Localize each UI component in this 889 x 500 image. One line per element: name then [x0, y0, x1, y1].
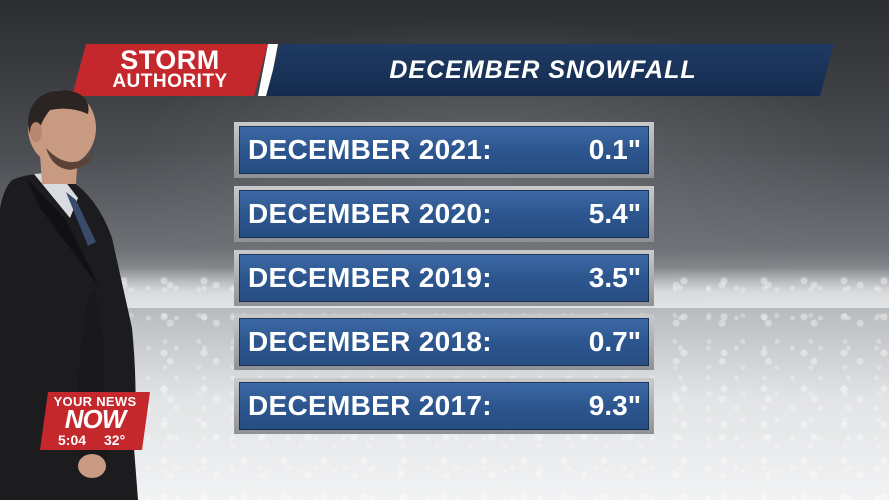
row-panel: DECEMBER 2019: 3.5" [239, 254, 649, 302]
necktie [66, 192, 96, 246]
ear [30, 122, 42, 142]
brand-line-authority: AUTHORITY [112, 71, 228, 92]
snowfall-list: DECEMBER 2021: 0.1" DECEMBER 2020: 5.4" … [234, 122, 654, 442]
row-label: DECEMBER 2018: [248, 326, 492, 357]
hair [28, 90, 89, 140]
snowfall-row-2021: DECEMBER 2021: 0.1" [234, 122, 654, 178]
logo-your-news: YOUR NEWS [53, 394, 137, 409]
title-bar: DECEMBER SNOWFALL [266, 44, 834, 96]
row-panel: DECEMBER 2018: 0.7" [239, 318, 649, 366]
header-banner: STORM AUTHORITY DECEMBER SNOWFALL [72, 44, 834, 96]
page-title: DECEMBER SNOWFALL [389, 56, 697, 84]
row-panel: DECEMBER 2017: 9.3" [239, 382, 649, 430]
row-value: 5.4" [588, 198, 641, 229]
hand [78, 454, 106, 478]
row-panel: DECEMBER 2020: 5.4" [239, 190, 649, 238]
snowfall-row-2019: DECEMBER 2019: 3.5" [234, 250, 654, 306]
row-value: 3.5" [588, 262, 641, 293]
clock-time: 5:04 [58, 432, 87, 448]
row-value: 0.7" [588, 326, 641, 357]
storm-authority-logo: STORM AUTHORITY [72, 44, 268, 96]
brand-line-storm: STORM [120, 45, 220, 75]
row-label: DECEMBER 2021: [248, 134, 492, 165]
row-label: DECEMBER 2017: [248, 390, 492, 421]
row-value: 9.3" [588, 390, 641, 421]
row-value: 0.1" [588, 134, 641, 165]
current-temperature: 32° [104, 432, 126, 448]
logo-now: NOW [64, 404, 127, 434]
beard [46, 148, 94, 170]
suit-jacket [0, 174, 138, 500]
snowfall-row-2018: DECEMBER 2018: 0.7" [234, 314, 654, 370]
suit-lapel [26, 178, 100, 288]
snowfall-row-2020: DECEMBER 2020: 5.4" [234, 186, 654, 242]
station-logo-bug: YOUR NEWS NOW 5:04 32° [40, 392, 150, 450]
row-label: DECEMBER 2019: [248, 262, 492, 293]
row-label: DECEMBER 2020: [248, 198, 492, 229]
snowfall-row-2017: DECEMBER 2017: 9.3" [234, 378, 654, 434]
row-panel: DECEMBER 2021: 0.1" [239, 126, 649, 174]
